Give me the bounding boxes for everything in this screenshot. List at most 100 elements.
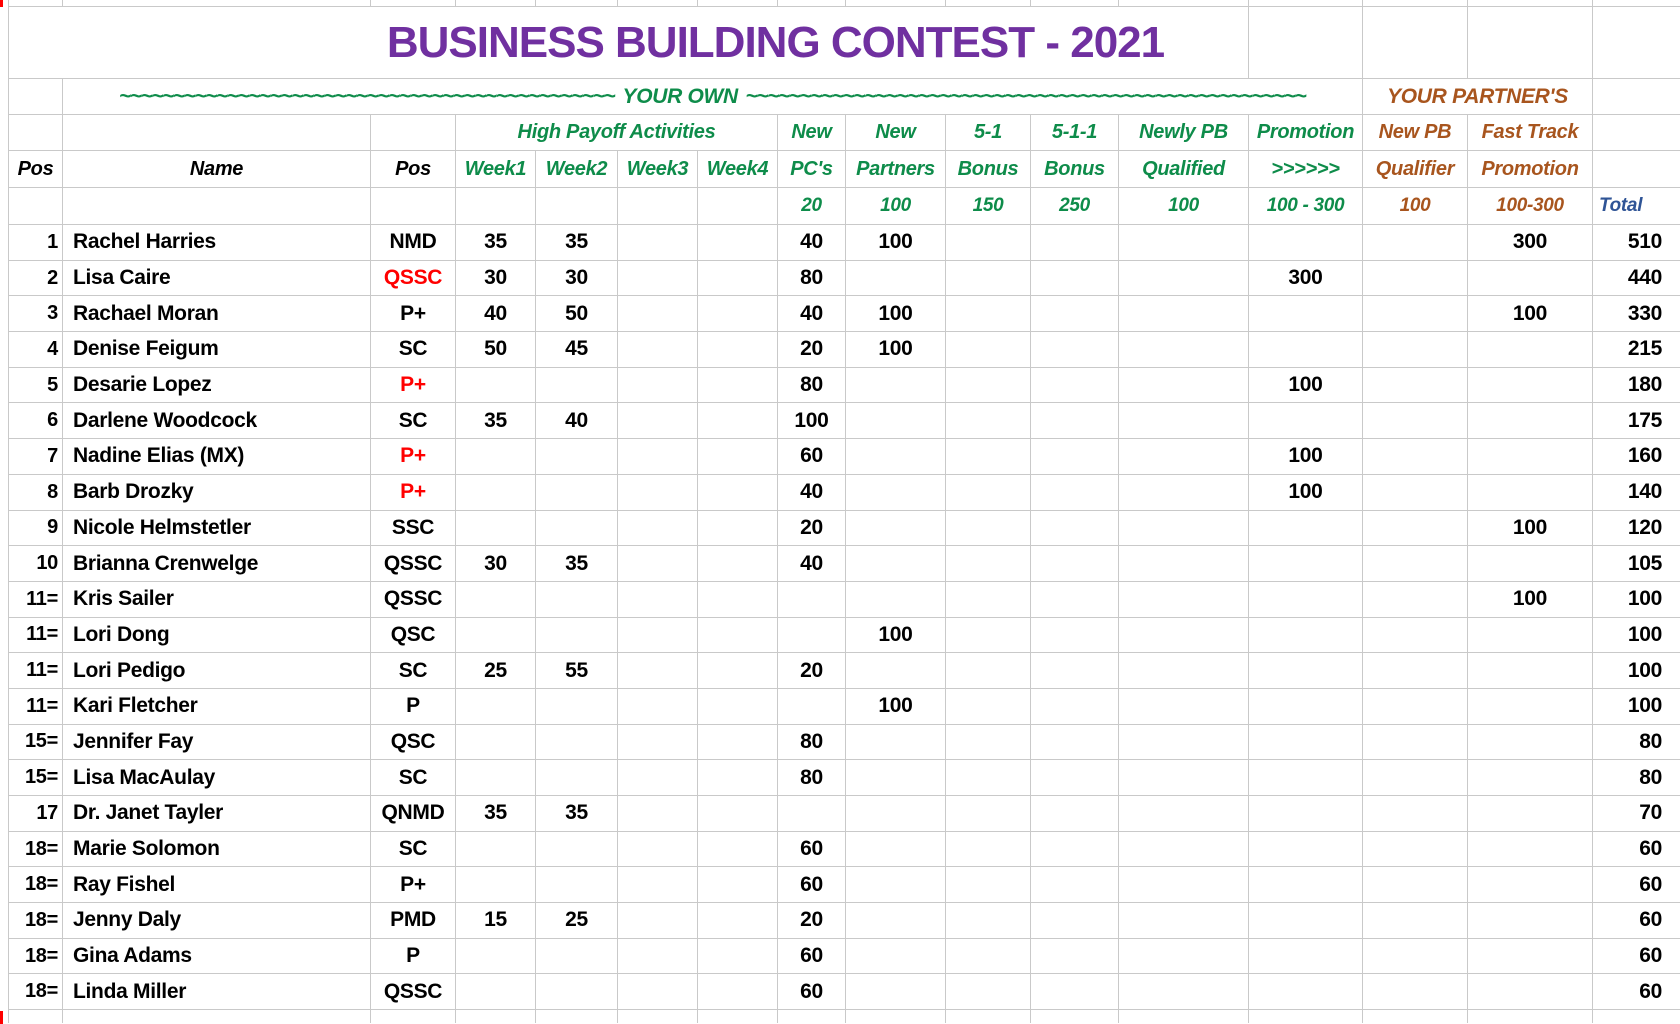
cell-total[interactable]: 215 (1593, 332, 1680, 367)
cell-week4[interactable] (698, 510, 778, 546)
cell-511-bonus[interactable] (1031, 439, 1119, 474)
cell-week3[interactable] (618, 653, 698, 688)
empty-cell[interactable] (536, 188, 618, 224)
cell-week4[interactable] (698, 831, 778, 867)
cell-fast-track[interactable] (1468, 796, 1593, 831)
cell-511-bonus[interactable] (1031, 796, 1119, 831)
cell-newly-pb[interactable] (1119, 546, 1249, 581)
cell-pb-qualifier[interactable] (1363, 546, 1468, 581)
cell-newly-pb[interactable] (1119, 260, 1249, 296)
cell-position[interactable]: P (371, 938, 456, 974)
cell-newly-pb[interactable] (1119, 974, 1249, 1010)
cell-name[interactable]: Jenny Daly (63, 903, 371, 938)
empty-cell[interactable] (1249, 7, 1363, 78)
cell-pb-qualifier[interactable] (1363, 831, 1468, 867)
cell-newly-pb[interactable] (1119, 938, 1249, 974)
points-promotion[interactable]: 100 - 300 (1249, 188, 1363, 224)
cell-position[interactable]: QSSC (371, 546, 456, 581)
cell-511-bonus[interactable] (1031, 724, 1119, 760)
col-header-511-bonus-1[interactable]: 5-1-1 (1031, 115, 1119, 150)
cell-week1[interactable]: 35 (456, 796, 536, 831)
cell-promotion[interactable] (1249, 296, 1363, 332)
cell-name[interactable]: Lori Pedigo (63, 653, 371, 688)
cell-position[interactable]: QSC (371, 724, 456, 760)
cell-total[interactable]: 80 (1593, 725, 1680, 760)
cell-rank[interactable]: 15= (9, 724, 63, 760)
col-header-promotion-2[interactable]: >>>>>> (1249, 151, 1363, 187)
col-header-new-pcs-1[interactable]: New (778, 115, 846, 150)
cell-51-bonus[interactable] (946, 688, 1031, 724)
cell-week1[interactable]: 30 (456, 546, 536, 581)
cell-promotion[interactable] (1249, 403, 1363, 439)
cell-fast-track[interactable] (1468, 474, 1593, 510)
cell-new-pcs[interactable]: 80 (778, 367, 846, 403)
cell-fast-track[interactable] (1468, 831, 1593, 867)
cell-week4[interactable] (698, 296, 778, 332)
cell-pb-qualifier[interactable] (1363, 296, 1468, 332)
cell-new-partners[interactable] (846, 831, 946, 867)
cell-pb-qualifier[interactable] (1363, 867, 1468, 903)
cell-week3[interactable] (618, 225, 698, 260)
cell-new-partners[interactable] (846, 974, 946, 1010)
cell-newly-pb[interactable] (1119, 332, 1249, 367)
cell-51-bonus[interactable] (946, 367, 1031, 403)
cell-51-bonus[interactable] (946, 796, 1031, 831)
cell-week2[interactable]: 55 (536, 653, 618, 688)
cell-pb-qualifier[interactable] (1363, 688, 1468, 724)
cell-new-partners[interactable] (846, 367, 946, 403)
cell-new-pcs[interactable] (778, 688, 846, 724)
cell-total[interactable]: 60 (1593, 832, 1680, 867)
cell-total[interactable]: 60 (1593, 939, 1680, 974)
cell-rank[interactable]: 11= (9, 653, 63, 688)
cell-new-partners[interactable]: 100 (846, 688, 946, 724)
cell-promotion[interactable] (1249, 760, 1363, 795)
cell-total[interactable]: 100 (1593, 689, 1680, 724)
cell-total[interactable]: 100 (1593, 618, 1680, 653)
cell-rank[interactable]: 3 (9, 296, 63, 332)
cell-rank[interactable]: 11= (9, 581, 63, 617)
cell-week1[interactable] (456, 724, 536, 760)
cell-week1[interactable] (456, 510, 536, 546)
cell-week1[interactable] (456, 974, 536, 1010)
cell-fast-track[interactable] (1468, 546, 1593, 581)
cell-511-bonus[interactable] (1031, 688, 1119, 724)
cell-fast-track[interactable] (1468, 974, 1593, 1010)
col-header-name[interactable]: Name (63, 151, 371, 187)
cell-total[interactable]: 105 (1593, 546, 1680, 581)
cell-total[interactable]: 510 (1593, 225, 1680, 260)
cell-promotion[interactable] (1249, 332, 1363, 367)
cell-total[interactable]: 120 (1593, 511, 1680, 546)
cell-total[interactable]: 80 (1593, 760, 1680, 795)
cell-511-bonus[interactable] (1031, 760, 1119, 795)
cell-new-pcs[interactable]: 60 (778, 867, 846, 903)
empty-cell[interactable] (63, 188, 371, 224)
cell-week2[interactable]: 45 (536, 332, 618, 367)
cell-promotion[interactable] (1249, 653, 1363, 688)
cell-rank[interactable]: 18= (9, 903, 63, 938)
cell-51-bonus[interactable] (946, 474, 1031, 510)
cell-week4[interactable] (698, 474, 778, 510)
cell-51-bonus[interactable] (946, 653, 1031, 688)
cell-week1[interactable] (456, 367, 536, 403)
points-511-bonus[interactable]: 250 (1031, 188, 1119, 224)
cell-week2[interactable] (536, 867, 618, 903)
cell-week1[interactable]: 50 (456, 332, 536, 367)
cell-new-pcs[interactable]: 60 (778, 974, 846, 1010)
cell-51-bonus[interactable] (946, 260, 1031, 296)
cell-fast-track[interactable] (1468, 903, 1593, 938)
cell-pb-qualifier[interactable] (1363, 581, 1468, 617)
cell-position[interactable]: P (371, 688, 456, 724)
empty-cell[interactable] (371, 115, 456, 150)
empty-cell[interactable] (698, 188, 778, 224)
cell-name[interactable]: Ray Fishel (63, 867, 371, 903)
cell-new-partners[interactable] (846, 938, 946, 974)
col-header-fast-track-1[interactable]: Fast Track (1468, 115, 1593, 150)
cell-pb-qualifier[interactable] (1363, 938, 1468, 974)
empty-cell[interactable] (63, 115, 371, 150)
cell-week3[interactable] (618, 510, 698, 546)
cell-week2[interactable] (536, 510, 618, 546)
empty-cell[interactable] (1363, 7, 1468, 78)
cell-new-pcs[interactable]: 60 (778, 938, 846, 974)
cell-total[interactable]: 60 (1593, 867, 1680, 902)
cell-rank[interactable]: 1 (9, 225, 63, 260)
